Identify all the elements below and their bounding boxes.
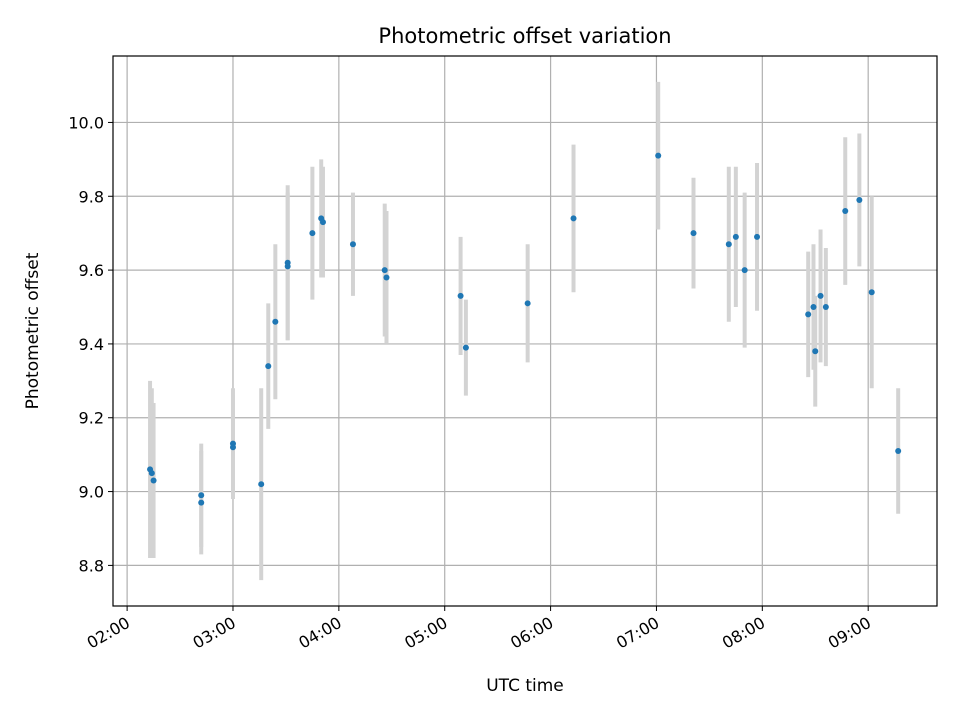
data-point (524, 300, 531, 307)
data-point (741, 267, 748, 274)
y-tick-label: 9.2 (79, 409, 104, 428)
data-point (229, 444, 236, 451)
y-tick-label: 9.4 (79, 335, 104, 354)
data-point (148, 470, 155, 477)
data-point (272, 318, 279, 325)
data-point (725, 241, 732, 248)
data-point (732, 233, 739, 240)
y-tick-label: 8.8 (79, 556, 104, 575)
data-point (383, 274, 390, 281)
x-axis-title: UTC time (486, 676, 564, 696)
data-point (822, 304, 829, 311)
data-point (690, 230, 697, 237)
data-point (198, 492, 205, 499)
data-point (805, 311, 812, 318)
data-point (895, 447, 902, 454)
data-point (284, 263, 291, 270)
data-point (381, 267, 388, 274)
data-points (147, 152, 902, 506)
y-tick-label: 9.6 (79, 261, 104, 280)
data-point (817, 292, 824, 299)
data-point (842, 208, 849, 215)
y-tick-label: 9.8 (79, 187, 104, 206)
data-point (349, 241, 356, 248)
data-point (810, 304, 817, 311)
y-tick-label: 10.0 (68, 113, 104, 132)
y-axis: 8.8 9.0 9.2 9.4 9.6 9.8 10.0 (68, 113, 113, 575)
data-point (868, 289, 875, 296)
data-point (319, 219, 326, 226)
data-point (309, 230, 316, 237)
data-point (856, 196, 863, 203)
data-point (457, 292, 464, 299)
data-point (570, 215, 577, 222)
data-point (198, 499, 205, 506)
chart-title: Photometric offset variation (378, 24, 671, 48)
plot-frame (112, 55, 938, 607)
data-point (150, 477, 157, 484)
y-tick-label: 9.0 (79, 483, 104, 502)
grid (113, 56, 937, 606)
data-point (812, 348, 819, 355)
y-axis-title: Photometric offset (23, 252, 43, 409)
data-point (462, 344, 469, 351)
data-point (258, 481, 265, 488)
data-point (754, 233, 761, 240)
data-point (265, 363, 272, 370)
data-point (655, 152, 662, 159)
